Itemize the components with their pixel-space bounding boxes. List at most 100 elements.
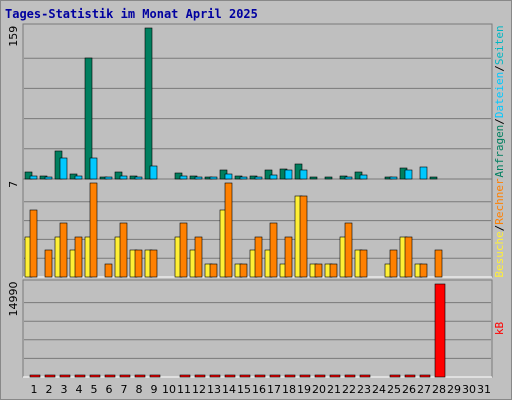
bar-dateien-day-25 bbox=[389, 176, 398, 180]
bar-kb-day-14 bbox=[224, 374, 236, 378]
bar-kb-day-5 bbox=[89, 374, 101, 378]
bar-rechner-day-22 bbox=[344, 222, 353, 278]
x-tick-label: 20 bbox=[312, 383, 326, 396]
legend-entry: Dateien bbox=[493, 72, 506, 118]
bar-kb-day-2 bbox=[44, 374, 56, 378]
bar-dateien-day-22 bbox=[344, 176, 353, 180]
bar-dateien-day-5 bbox=[89, 157, 98, 180]
legend-entry: / bbox=[493, 65, 506, 72]
bar-kb-day-19 bbox=[299, 374, 311, 378]
bar-dateien-day-12 bbox=[194, 176, 203, 180]
bar-anfragen-day-28 bbox=[429, 176, 438, 180]
x-tick-label: 27 bbox=[417, 383, 431, 396]
x-tick-label: 3 bbox=[61, 383, 68, 396]
bar-kb-day-21 bbox=[329, 374, 341, 378]
bar-rechner-day-20 bbox=[314, 263, 323, 278]
bar-rechner-day-16 bbox=[254, 236, 263, 278]
bar-kb-day-15 bbox=[239, 374, 251, 378]
bar-dateien-day-7 bbox=[119, 175, 128, 180]
legend-entry: Anfragen bbox=[493, 125, 506, 178]
bar-kb-day-28 bbox=[434, 283, 446, 378]
bar-dateien-day-16 bbox=[254, 176, 263, 180]
side-legend-bottom: kB bbox=[493, 322, 506, 336]
y-max-label: 159 bbox=[7, 26, 20, 47]
x-tick-label: 19 bbox=[297, 383, 311, 396]
bar-kb-day-8 bbox=[134, 374, 146, 378]
x-tick-label: 30 bbox=[462, 383, 476, 396]
bar-dateien-day-13 bbox=[209, 176, 218, 180]
bar-rechner-day-9 bbox=[149, 249, 158, 278]
bar-anfragen-day-21 bbox=[324, 176, 333, 180]
x-tick-label: 29 bbox=[447, 383, 461, 396]
bar-anfragen-day-5 bbox=[84, 57, 93, 180]
x-tick-label: 2 bbox=[46, 383, 53, 396]
x-tick-label: 17 bbox=[267, 383, 281, 396]
x-tick-label: 8 bbox=[136, 383, 143, 396]
x-tick-label: 28 bbox=[432, 383, 446, 396]
legend-entry: / bbox=[493, 118, 506, 125]
legend-entry: kB bbox=[493, 322, 506, 336]
bar-dateien-day-15 bbox=[239, 176, 248, 180]
x-tick-label: 24 bbox=[372, 383, 386, 396]
bar-rechner-day-28 bbox=[434, 249, 443, 278]
bar-kb-day-25 bbox=[389, 374, 401, 378]
bar-dateien-day-11 bbox=[179, 175, 188, 180]
bar-kb-day-27 bbox=[419, 374, 431, 378]
chart-title: Tages-Statistik im Monat April 2025 bbox=[5, 7, 258, 21]
bar-dateien-day-18 bbox=[284, 169, 293, 180]
x-tick-label: 26 bbox=[402, 383, 416, 396]
bar-kb-day-4 bbox=[74, 374, 86, 378]
bar-dateien-day-17 bbox=[269, 174, 278, 180]
bar-kb-day-11 bbox=[179, 374, 191, 378]
bar-anfragen-day-9 bbox=[144, 27, 153, 180]
bar-rechner-day-26 bbox=[404, 236, 413, 278]
bar-kb-day-9 bbox=[149, 374, 161, 378]
bar-rechner-day-15 bbox=[239, 263, 248, 278]
bar-kb-day-23 bbox=[359, 374, 371, 378]
bar-rechner-day-14 bbox=[224, 182, 233, 278]
x-tick-label: 14 bbox=[222, 383, 236, 396]
x-tick-label: 4 bbox=[76, 383, 83, 396]
legend-entry: / bbox=[493, 225, 506, 232]
bar-kb-day-26 bbox=[404, 374, 416, 378]
bar-kb-day-1 bbox=[29, 374, 41, 378]
bar-kb-day-6 bbox=[104, 374, 116, 378]
bar-dateien-day-2 bbox=[44, 176, 53, 180]
x-tick-label: 12 bbox=[192, 383, 206, 396]
x-tick-label: 13 bbox=[207, 383, 221, 396]
bar-rechner-day-19 bbox=[299, 195, 308, 278]
legend-entry: Seiten bbox=[493, 25, 506, 65]
bar-dateien-day-26 bbox=[404, 169, 413, 180]
bar-kb-day-12 bbox=[194, 374, 206, 378]
plot-panel-2 bbox=[22, 279, 493, 378]
x-tick-label: 25 bbox=[387, 383, 401, 396]
x-tick-label: 1 bbox=[31, 383, 38, 396]
bar-kb-day-13 bbox=[209, 374, 221, 378]
side-legend-top: Anfragen/Dateien/Seiten bbox=[493, 25, 506, 177]
bar-rechner-day-2 bbox=[44, 249, 53, 278]
bar-kb-day-3 bbox=[59, 374, 71, 378]
bar-rechner-day-13 bbox=[209, 263, 218, 278]
legend-entry: Besuche bbox=[493, 231, 506, 277]
bar-kb-day-17 bbox=[269, 374, 281, 378]
bar-rechner-day-17 bbox=[269, 222, 278, 278]
bar-dateien-day-14 bbox=[224, 173, 233, 180]
bar-dateien-day-19 bbox=[299, 169, 308, 180]
x-tick-label: 15 bbox=[237, 383, 251, 396]
plot-panel-0 bbox=[22, 23, 493, 180]
bar-rechner-day-3 bbox=[59, 222, 68, 278]
bar-dateien-day-4 bbox=[74, 175, 83, 180]
bar-kb-day-18 bbox=[284, 374, 296, 378]
bar-dateien-day-27 bbox=[419, 166, 428, 180]
x-tick-label: 10 bbox=[162, 383, 176, 396]
bar-rechner-day-1 bbox=[29, 209, 38, 278]
bar-dateien-day-9 bbox=[149, 165, 158, 180]
bar-kb-day-22 bbox=[344, 374, 356, 378]
bar-rechner-day-21 bbox=[329, 263, 338, 278]
bar-kb-day-16 bbox=[254, 374, 266, 378]
x-tick-label: 16 bbox=[252, 383, 266, 396]
bar-anfragen-day-1 bbox=[24, 171, 33, 180]
bar-rechner-day-8 bbox=[134, 249, 143, 278]
x-tick-label: 23 bbox=[357, 383, 371, 396]
